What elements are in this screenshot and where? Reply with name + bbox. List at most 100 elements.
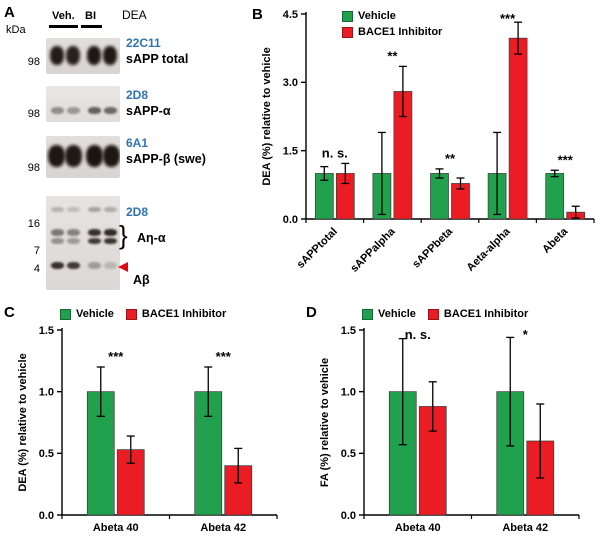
bar-chart-b: 0.0 1.5 3.0 4.5 n. s. sAPPtotal ** sAPPalpha ** s… — [261, 9, 595, 275]
target-label-abeta: Aβ — [133, 273, 150, 287]
blot-band — [104, 238, 117, 244]
blot-band — [86, 145, 103, 167]
antibody-label-2d8-aeta: 2D8 — [126, 205, 149, 219]
significance-label: n. s. — [322, 145, 348, 160]
legend-swatch-icon — [60, 308, 71, 320]
legend-b: Vehicle BACE1 Inhibitor — [342, 10, 442, 38]
significance-label: n. s. — [405, 327, 431, 342]
mw-marker-98-sapp-alpha: 98 — [27, 108, 40, 120]
significance-label: ** — [387, 48, 398, 63]
antibody-label-22c11: 22C11 — [126, 36, 161, 50]
blot-band — [67, 229, 80, 236]
category-label: sAPPtotal — [295, 226, 340, 271]
blot-band — [88, 262, 101, 269]
blot-sapp-alpha — [46, 86, 120, 122]
blot-band — [51, 229, 64, 236]
y-tick-label: 1.5 — [39, 325, 54, 337]
legend-item: BACE1 Inhibitor — [427, 308, 529, 320]
panel-d-label: D — [306, 304, 317, 321]
blot-band — [67, 262, 80, 269]
legend-swatch-icon — [342, 26, 353, 38]
treatment-label: DEA — [122, 8, 147, 22]
blot-band — [51, 238, 64, 244]
blot-band — [51, 262, 64, 269]
legend-label: BACE1 Inhibitor — [358, 26, 443, 38]
significance-label: *** — [500, 11, 516, 26]
y-axis-label: FA (%) relative to vehicle — [319, 358, 331, 487]
significance-label: * — [523, 327, 529, 342]
legend-item: Vehicle — [60, 308, 114, 320]
y-tick-label: 4.5 — [283, 9, 298, 21]
legend-c: Vehicle BACE1 Inhibitor — [60, 308, 226, 320]
category-label: sAPPbeta — [410, 225, 455, 270]
blot-band — [66, 46, 80, 65]
blot-band — [104, 229, 117, 236]
y-tick-label: 3.0 — [283, 77, 298, 89]
panel-a: A kDa Veh. BI DEA 98 98 98 16 7 4 22C11 … — [0, 0, 248, 300]
y-tick-label: 0.0 — [283, 214, 298, 226]
panel-c-label: C — [4, 304, 15, 321]
category-label: Abeta 42 — [200, 522, 246, 534]
blot-band — [88, 107, 101, 114]
blot-band — [88, 229, 101, 236]
lane-group-inhibitor-label: BI — [85, 10, 96, 22]
significance-label: *** — [108, 349, 124, 364]
category-label: Abeta — [540, 225, 571, 256]
aeta-bracket: } — [119, 220, 128, 250]
blot-band — [67, 238, 80, 244]
bar-chart-d: 0.0 0.5 1.0 1.5 n. s. Abeta 40 * Abeta 42 FA (%)… — [319, 325, 580, 534]
legend-label: Vehicle — [378, 308, 416, 320]
blot-band — [65, 145, 82, 167]
blot-band — [67, 207, 80, 212]
blot-band — [104, 107, 117, 114]
category-label: sAPPalpha — [348, 225, 398, 275]
y-tick-label: 1.5 — [283, 145, 298, 157]
category-label: Abeta 40 — [395, 522, 441, 534]
bar — [545, 173, 565, 220]
legend-swatch-icon — [362, 308, 373, 320]
blot-band — [67, 107, 80, 114]
legend-label: Vehicle — [76, 308, 114, 320]
antibody-label-6a1: 6A1 — [126, 136, 149, 150]
legend-label: Vehicle — [358, 10, 396, 22]
mw-marker-16: 16 — [27, 218, 40, 230]
target-label-sapp-beta: sAPP-β (swe) — [126, 152, 206, 166]
significance-label: ** — [445, 151, 456, 166]
blot-band — [104, 207, 117, 212]
y-tick-label: 0.0 — [39, 510, 54, 522]
antibody-label-2d8-sapp-alpha: 2D8 — [126, 88, 149, 102]
legend-item: Vehicle — [362, 308, 416, 320]
y-axis-label: DEA (%) relative to vehicle — [261, 47, 273, 185]
panel-b: 0.0 1.5 3.0 4.5 n. s. sAPPtotal ** sAPPalpha ** s… — [248, 2, 604, 298]
mw-marker-98-sapp-total: 98 — [27, 56, 40, 68]
legend-item: Vehicle — [342, 10, 442, 22]
legend-item: BACE1 Inhibitor — [342, 26, 442, 38]
lane-group-vehicle-label: Veh. — [52, 10, 75, 22]
blot-band — [103, 46, 117, 65]
bar — [430, 173, 449, 220]
blot-sapp-total — [46, 38, 120, 74]
y-tick-label: 0.5 — [39, 448, 54, 460]
bar-chart-c: 0.0 0.5 1.0 1.5 *** Abeta 40 *** Abeta 42 DEA (%… — [17, 325, 278, 534]
category-label: Aeta-alpha — [464, 225, 513, 274]
blot-band — [50, 46, 64, 65]
blot-band — [104, 262, 117, 269]
panel-b-label: B — [252, 6, 263, 23]
panel-a-label: A — [4, 4, 15, 21]
blot-band — [103, 145, 120, 167]
vehicle-lanes-overbar — [49, 25, 78, 28]
blot-aeta-abeta — [46, 196, 120, 290]
legend-label: BACE1 Inhibitor — [443, 308, 529, 320]
blot-band — [51, 207, 64, 212]
kda-unit-label: kDa — [6, 24, 26, 36]
blot-band — [88, 238, 101, 244]
inhibitor-lanes-overbar — [81, 25, 102, 28]
y-axis-label: DEA (%) relative to vehicle — [17, 353, 29, 491]
target-label-aeta-alpha: Aη-α — [137, 231, 166, 245]
panel-c: 0.0 0.5 1.0 1.5 *** Abeta 40 *** Abeta 42 DEA (%… — [0, 300, 302, 546]
y-tick-label: 1.5 — [341, 325, 356, 337]
legend-swatch-icon — [427, 308, 439, 320]
bar — [508, 37, 528, 220]
blot-band — [48, 145, 65, 167]
